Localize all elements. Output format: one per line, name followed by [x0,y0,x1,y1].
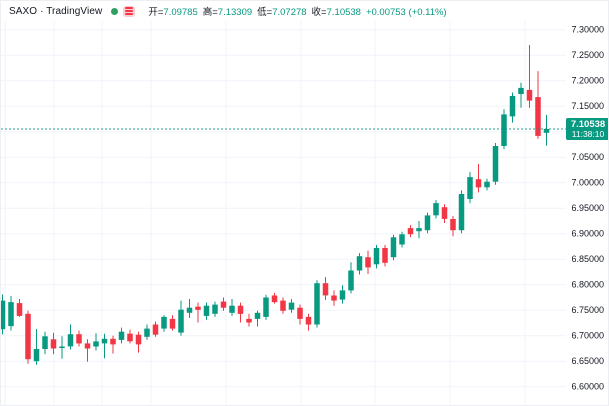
open-value: 7.09785 [163,7,198,18]
price-axis-tick: 6.85000 [572,254,605,264]
price-axis-tick: 6.95000 [572,203,605,213]
price-axis-tick: 7.25000 [572,50,605,60]
close-value: 7.10538 [326,7,361,18]
candles-layer [1,45,550,365]
price-axis[interactable]: 7.30000 7.25000 7.20000 7.15000 7.05000 7.000… [572,25,605,392]
price-axis-tick: 6.60000 [572,382,605,392]
price-axis-tick: 6.65000 [572,356,605,366]
price-axis-tick: 7.00000 [572,178,605,188]
grid-lines [1,21,566,405]
price-axis-tick: 6.90000 [572,229,605,239]
price-axis-tick: 7.30000 [572,25,605,35]
close-label: 收= [311,7,327,18]
bar-countdown: 11:38:10 [571,128,605,139]
high-value: 7.13309 [217,7,253,18]
price-axis-tick: 7.15000 [572,101,605,111]
market-status-dot-icon [111,7,119,15]
low-label: 低= [257,7,273,18]
price-axis-tick: 6.80000 [572,280,605,290]
events-badge-icon[interactable] [123,5,136,17]
price-axis-tick: 7.05000 [572,152,605,162]
ohlc-readout: 开=7.09785 高=7.13309 低=7.07278 收=7.10538 +0.0… [148,4,446,18]
change-value: +0.00753 (+0.11%) [365,7,447,18]
chart-header: SAXO · TradingView 开=7.09785 高=7.13309 低=7… [1,1,608,21]
symbol-title[interactable]: SAXO · TradingView [9,5,103,17]
low-value: 7.07278 [272,7,307,18]
price-axis-tick: 6.70000 [572,331,605,341]
open-label: 开= [148,7,164,18]
high-label: 高= [202,7,218,18]
current-price-value: 7.10538 [570,118,606,130]
price-axis-tick: 6.75000 [572,305,605,315]
current-price-label: 7.10538 11:38:10 [566,118,608,140]
price-axis-tick: 7.20000 [572,76,605,86]
